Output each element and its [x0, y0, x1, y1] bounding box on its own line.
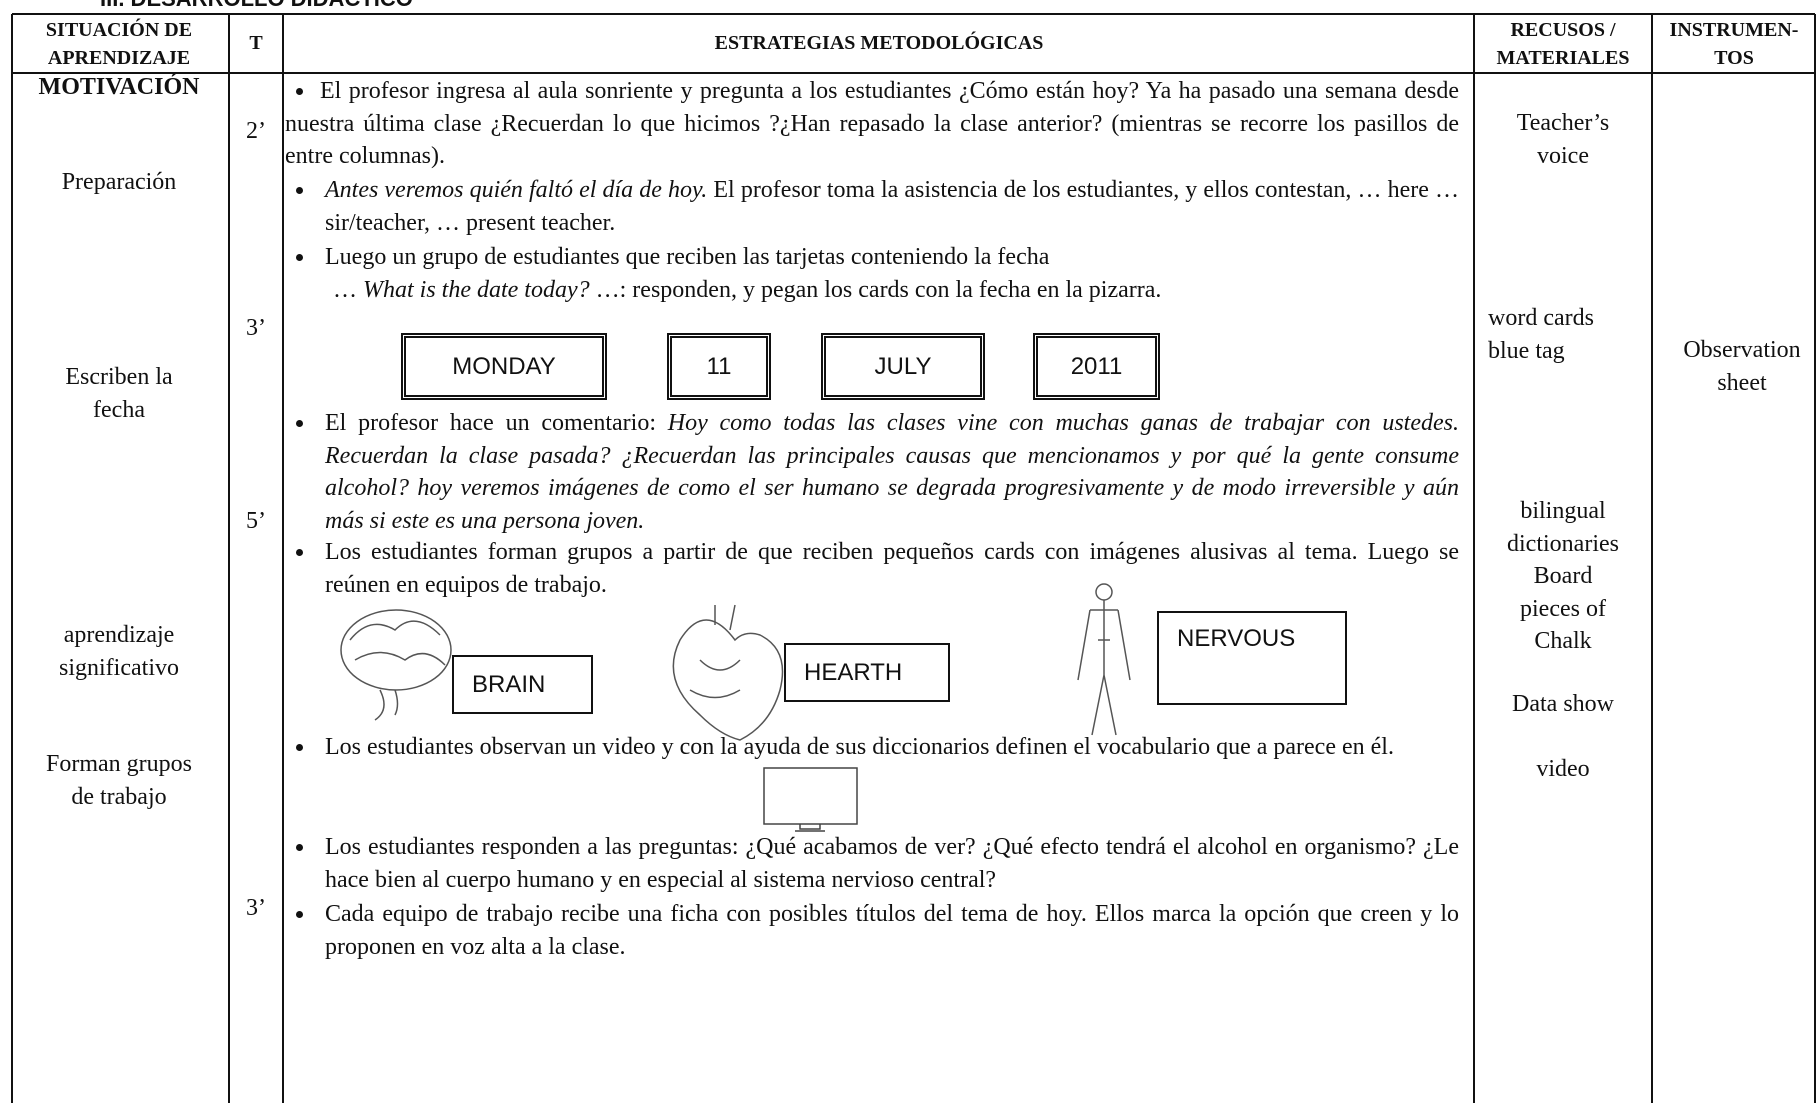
bullet: [296, 254, 303, 261]
resource-label: word cards blue tag: [1488, 302, 1594, 367]
resource-label: Data show: [1512, 688, 1614, 721]
column-header: SITUACIÓN DE APRENDIZAJE: [46, 16, 192, 72]
column-header-line: APRENDIZAJE: [47, 47, 191, 69]
time-label: 5’: [246, 508, 266, 534]
body-drawing: [1077, 583, 1131, 736]
page-title: III. DESARROLLO DIDÁCTICO: [100, 0, 413, 12]
bullet: [296, 88, 303, 95]
resource-label-line: pieces of: [1520, 595, 1606, 622]
instrument-label: Observation sheet: [1683, 334, 1800, 399]
situation-label-line: MOTIVACIÓN: [38, 74, 200, 100]
column-header: ESTRATEGIAS METODOLÓGICAS: [715, 29, 1044, 57]
resource-label-line: Chalk: [1534, 628, 1592, 654]
text-segment: What is the date today?: [363, 277, 590, 303]
image-card: NERVOUS: [1157, 611, 1347, 705]
strategy-paragraph: … What is the date today? …: responden, …: [333, 274, 1459, 307]
bullet: [296, 187, 303, 194]
resource-label-line: Board: [1533, 563, 1593, 589]
brain-drawing: [340, 609, 452, 721]
text-segment: El profesor hace un comentario:: [325, 410, 668, 436]
bullet: [296, 844, 303, 851]
resource-label-line: Data show: [1512, 691, 1614, 717]
date-card: JULY: [821, 333, 985, 400]
resource-label-line: voice: [1537, 142, 1589, 169]
column-header-line: TOS: [1714, 47, 1754, 69]
time-label: 3’: [246, 895, 266, 921]
date-card: 2011: [1033, 333, 1160, 400]
strategy-paragraph: Luego un grupo de estudiantes que recibe…: [296, 241, 1459, 274]
image-card: HEARTH: [784, 643, 950, 702]
text-segment: Los estudiantes forman grupos a partir d…: [325, 539, 1459, 598]
text-segment: El profesor toma la asistencia de los es…: [325, 177, 1459, 236]
resource-label-line: bilingual: [1520, 498, 1606, 524]
column-header: RECUSOS / MATERIALES: [1497, 16, 1630, 72]
situation-label-line: Escriben la: [65, 364, 173, 390]
column-header: INSTRUMEN- TOS: [1670, 16, 1799, 72]
instrument-label-line: sheet: [1717, 369, 1767, 396]
strategy-paragraph: Los estudiantes observan un video y con …: [296, 731, 1459, 764]
time-label: 3’: [246, 315, 266, 341]
tv-drawing: [763, 767, 858, 832]
column-header-line: MATERIALES: [1496, 47, 1630, 69]
resource-label: video: [1536, 753, 1589, 786]
column-header-line: RECUSOS /: [1510, 19, 1616, 41]
text-segment: …: responden, y pegan los cards con la f…: [589, 277, 1162, 303]
text-segment: Hoy como todas las clases vine con mucha…: [325, 410, 1459, 534]
column-header-line: SITUACIÓN DE: [45, 19, 193, 41]
date-card: MONDAY: [401, 333, 607, 400]
column-header-line: ESTRATEGIAS METODOLÓGICAS: [714, 32, 1044, 54]
situation-label-line: Forman grupos: [46, 751, 192, 777]
situation-label: Forman grupos de trabajo: [46, 748, 192, 814]
situation-label: aprendizaje significativo: [59, 619, 179, 685]
situation-label-line: Preparación: [61, 169, 177, 195]
situation-label: Escriben la fecha: [65, 361, 172, 427]
strategy-paragraph: El profesor hace un comentario: Hoy como…: [296, 407, 1459, 537]
strategy-paragraph: Antes veremos quién faltó el día de hoy.…: [296, 174, 1459, 239]
text-segment: Los estudiantes observan un video y con …: [325, 734, 1394, 760]
text-segment: Luego un grupo de estudiantes que recibe…: [325, 244, 1050, 270]
situation-label: Preparación: [62, 166, 177, 199]
column-header: T: [249, 29, 262, 57]
image-card: BRAIN: [452, 655, 593, 714]
column-header-line: T: [249, 32, 263, 54]
instrument-label-line: Observation: [1683, 337, 1801, 363]
strategy-paragraph: El profesor ingresa al aula sonriente y …: [285, 75, 1459, 173]
situation-label: MOTIVACIÓN: [39, 71, 200, 104]
resource-label-line: word cards: [1488, 305, 1594, 331]
resource-label-line: dictionaries: [1507, 530, 1619, 557]
resource-label-line: Teacher’s: [1516, 110, 1610, 136]
strategy-paragraph: Los estudiantes responden a las pregunta…: [296, 831, 1459, 896]
date-card: 11: [667, 333, 771, 400]
strategy-paragraph: Los estudiantes forman grupos a partir d…: [296, 536, 1459, 601]
situation-label-line: significativo: [59, 655, 179, 681]
text-segment: …: [333, 277, 363, 303]
situation-label-line: de trabajo: [71, 784, 167, 810]
bullet: [296, 744, 303, 751]
bullet: [296, 549, 303, 556]
text-segment: El profesor ingresa al aula sonriente y …: [285, 78, 1459, 169]
resource-label: bilingual dictionaries Board pieces of Chalk: [1507, 495, 1619, 658]
text-segment: Cada equipo de trabajo recibe una ficha …: [325, 901, 1459, 960]
situation-label-line: fecha: [93, 397, 145, 423]
resource-label-line: blue tag: [1488, 337, 1565, 364]
text-segment: Antes veremos quién faltó el día de hoy.: [325, 177, 708, 203]
situation-label-line: aprendizaje: [63, 622, 175, 648]
text-segment: Los estudiantes responden a las pregunta…: [325, 834, 1459, 893]
column-header-line: INSTRUMEN-: [1669, 19, 1799, 41]
bullet: [296, 911, 303, 918]
resource-label: Teacher’s voice: [1517, 107, 1609, 172]
heart-drawing: [672, 604, 784, 741]
time-label: 2’: [246, 118, 266, 144]
bullet: [296, 420, 303, 427]
strategy-paragraph: Cada equipo de trabajo recibe una ficha …: [296, 898, 1459, 963]
resource-label-line: video: [1536, 756, 1590, 782]
